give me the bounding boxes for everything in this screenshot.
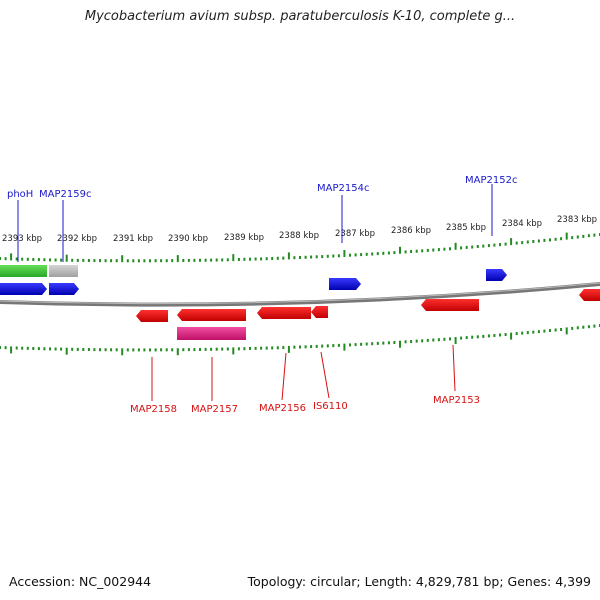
gene-IS6110[interactable] xyxy=(311,306,328,318)
genome-summary-text: Topology: circular; Length: 4,829,781 bp… xyxy=(247,574,591,589)
bottom-scale-ticks xyxy=(0,324,600,356)
genome-backbone-highlight xyxy=(0,282,600,305)
svg-text:MAP2156: MAP2156 xyxy=(259,403,306,414)
gene-label-MAP2152c[interactable]: MAP2152c xyxy=(465,175,517,236)
genome-backbone xyxy=(0,282,600,307)
gene-MAP2154c[interactable] xyxy=(329,278,361,290)
gene-label-MAP2154c[interactable]: MAP2154c xyxy=(317,183,369,243)
map-title: Mycobacterium avium subsp. paratuberculo… xyxy=(84,9,516,24)
svg-text:MAP2153: MAP2153 xyxy=(433,395,480,406)
svg-text:IS6110: IS6110 xyxy=(313,401,348,412)
gene-MAP2159c[interactable] xyxy=(49,283,79,295)
scale-label: 2386 kbp xyxy=(391,226,431,236)
gene-label-IS6110[interactable]: IS6110 xyxy=(313,351,348,412)
scale-label: 2387 kbp xyxy=(335,229,375,239)
scale-labels: 2393 kbp 2392 kbp 2391 kbp 2390 kbp 2389… xyxy=(2,215,597,244)
scale-label: 2391 kbp xyxy=(113,234,153,244)
scale-label: 2389 kbp xyxy=(224,233,264,243)
gene-label-MAP2159c[interactable]: MAP2159c xyxy=(39,189,91,262)
svg-text:phoH: phoH xyxy=(7,189,33,200)
scale-label: 2384 kbp xyxy=(502,219,542,229)
svg-text:MAP2158: MAP2158 xyxy=(130,404,177,415)
gene-MAP2157-pseudo[interactable] xyxy=(177,327,246,340)
gene-MAP2153[interactable] xyxy=(421,299,479,311)
gene-label-MAP2157[interactable]: MAP2157 xyxy=(191,357,238,415)
scale-label: 2383 kbp xyxy=(557,215,597,225)
grey-feature[interactable] xyxy=(49,265,78,277)
gene-MAP2156[interactable] xyxy=(257,307,311,319)
gene-label-MAP2153[interactable]: MAP2153 xyxy=(433,344,480,406)
top-scale-ticks xyxy=(0,232,600,263)
gene-label-phoH[interactable]: phoH xyxy=(7,189,33,262)
gene-label-MAP2156[interactable]: MAP2156 xyxy=(259,352,306,414)
svg-text:MAP2152c: MAP2152c xyxy=(465,175,517,186)
scale-label: 2385 kbp xyxy=(446,223,486,233)
gene-partial-right[interactable] xyxy=(579,289,600,301)
svg-text:MAP2154c: MAP2154c xyxy=(317,183,369,194)
svg-text:MAP2157: MAP2157 xyxy=(191,404,238,415)
gene-label-MAP2158[interactable]: MAP2158 xyxy=(130,357,177,415)
rna-feature-green[interactable] xyxy=(0,265,47,277)
scale-label: 2392 kbp xyxy=(57,234,97,244)
gene-MAP2152c[interactable] xyxy=(486,269,507,281)
scale-label: 2388 kbp xyxy=(279,231,319,241)
scale-label: 2390 kbp xyxy=(168,234,208,244)
scale-label: 2393 kbp xyxy=(2,234,42,244)
svg-text:MAP2159c: MAP2159c xyxy=(39,189,91,200)
gene-MAP2158[interactable] xyxy=(136,310,168,322)
gene-MAP2157[interactable] xyxy=(177,309,246,321)
accession-text: Accession: NC_002944 xyxy=(9,574,152,589)
gene-phoH[interactable] xyxy=(0,283,47,295)
